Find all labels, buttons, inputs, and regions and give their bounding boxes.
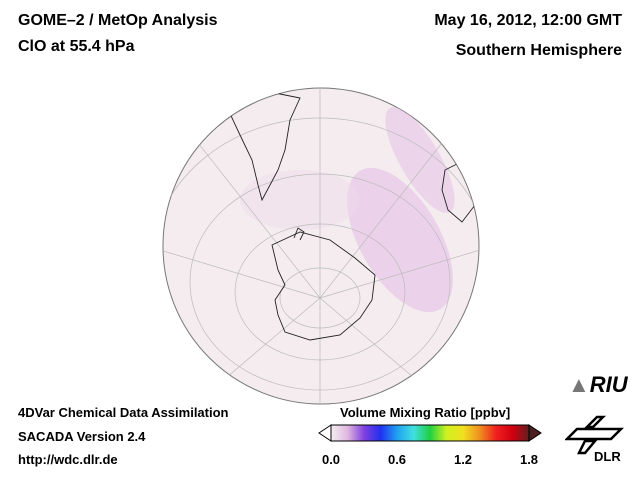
analysis-date: May 16, 2012, 12:00 GMT bbox=[434, 12, 622, 29]
colorbar-max-arrow bbox=[528, 424, 542, 442]
colorbar-tick-label: 1.8 bbox=[519, 452, 539, 467]
dlr-logo-icon bbox=[565, 415, 625, 455]
colorbar-tick-label: 1.2 bbox=[453, 452, 473, 467]
product-title: GOME–2 / MetOp Analysis bbox=[18, 12, 218, 29]
website-link[interactable]: http://wdc.dlr.de bbox=[18, 452, 118, 467]
species-level: ClO at 55.4 hPa bbox=[18, 38, 135, 55]
colorbar-ramp bbox=[330, 424, 530, 442]
riu-logo-text: RIU bbox=[589, 372, 628, 397]
antarctica-outline bbox=[271, 231, 376, 341]
dlr-logo-text: DLR bbox=[594, 449, 621, 464]
assimilation-label: 4DVar Chemical Data Assimilation bbox=[18, 405, 229, 420]
colorbar-title: Volume Mixing Ratio [ppbv] bbox=[340, 405, 511, 420]
south-america-outline bbox=[224, 89, 301, 202]
colorbar-min-arrow bbox=[318, 424, 332, 442]
riu-logo: ▲RIU bbox=[568, 372, 628, 397]
colorbar-tick-label: 0.6 bbox=[387, 452, 407, 467]
antarctic-peninsula bbox=[293, 227, 305, 241]
hemisphere-label: Southern Hemisphere bbox=[455, 42, 622, 59]
colorbar bbox=[318, 424, 542, 442]
version-label: SACADA Version 2.4 bbox=[18, 429, 146, 444]
globe-disk bbox=[162, 87, 480, 405]
colorbar-tick-label: 0.0 bbox=[321, 452, 341, 467]
